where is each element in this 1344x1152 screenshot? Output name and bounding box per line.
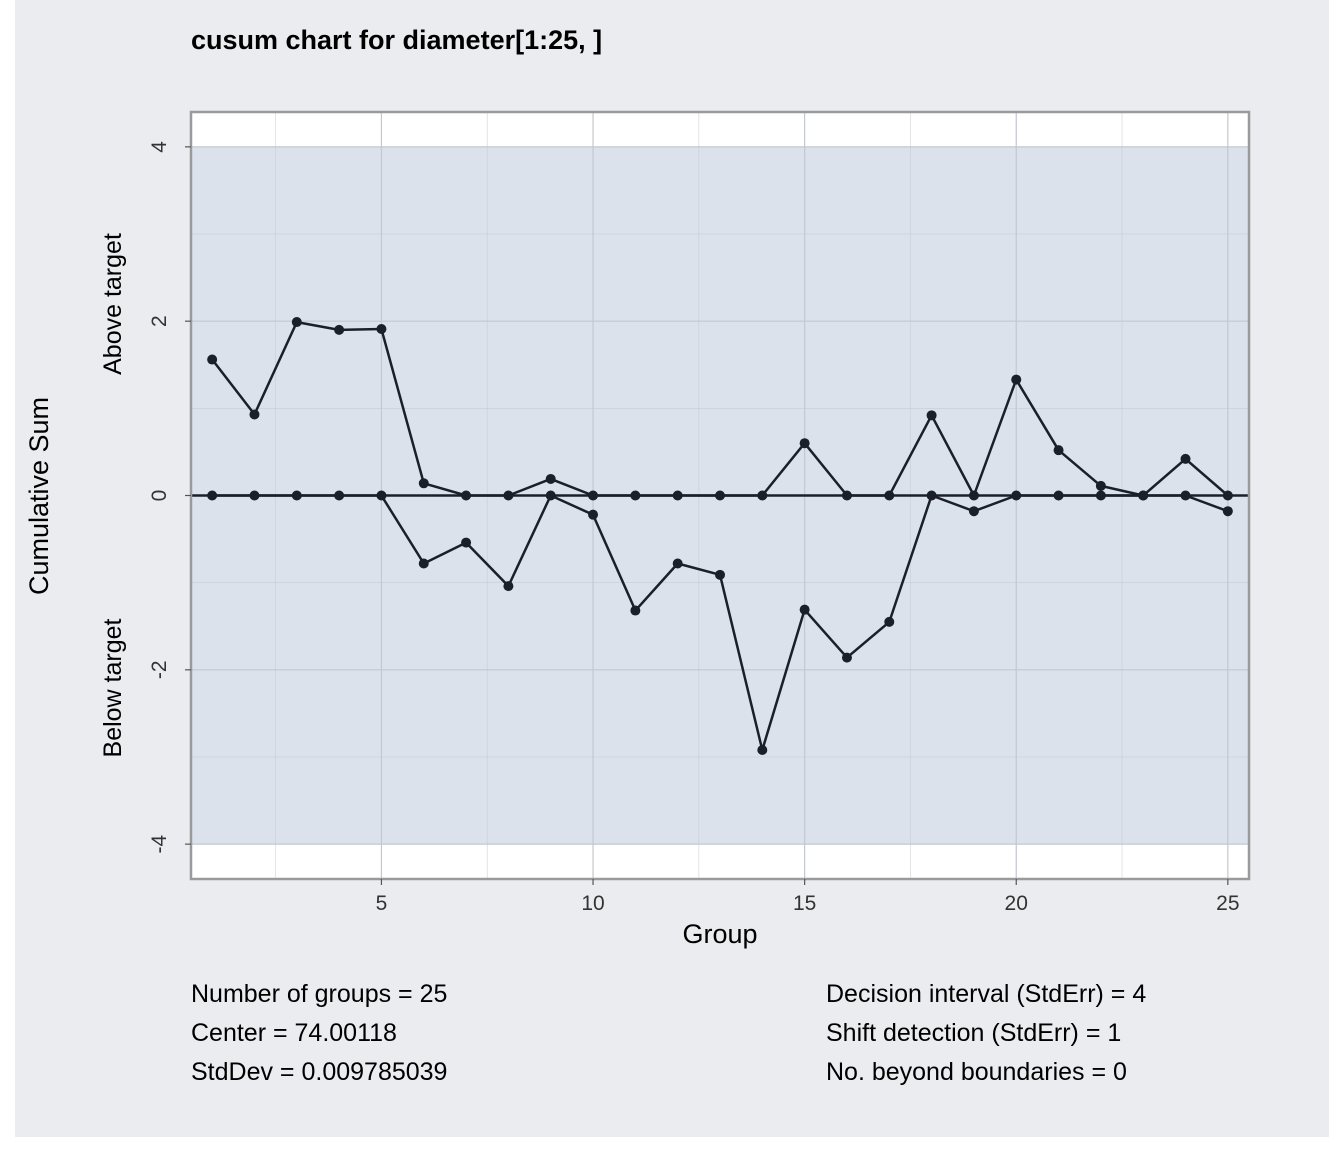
upper-cusum-point bbox=[1095, 480, 1106, 491]
lower-cusum-point bbox=[503, 581, 514, 592]
x-tick-label: 5 bbox=[376, 892, 388, 915]
upper-cusum-point bbox=[588, 490, 599, 501]
upper-cusum-point bbox=[503, 490, 514, 501]
lower-cusum-point bbox=[334, 490, 345, 501]
upper-cusum-point bbox=[968, 490, 979, 501]
stats-right: Decision interval (StdErr) = 4 Shift det… bbox=[826, 975, 1146, 1092]
stat-decision-interval: Decision interval (StdErr) = 4 bbox=[826, 980, 1147, 1008]
stat-center: Center = 74.00118 bbox=[191, 1019, 397, 1047]
upper-cusum-point bbox=[461, 490, 472, 501]
stat-number-of-groups: Number of groups = 25 bbox=[191, 980, 448, 1008]
lower-cusum-point bbox=[588, 509, 599, 520]
upper-cusum-point bbox=[841, 490, 852, 501]
lower-cusum-point bbox=[1053, 490, 1064, 501]
y-tick-label: -4 bbox=[148, 834, 171, 853]
lower-cusum-point bbox=[545, 490, 556, 501]
lower-cusum-point bbox=[207, 490, 218, 501]
lower-cusum-point bbox=[1011, 490, 1022, 501]
lower-cusum-point bbox=[841, 652, 852, 663]
lower-cusum-point bbox=[1095, 490, 1106, 501]
y-tick-label: 2 bbox=[148, 315, 171, 327]
lower-cusum-point bbox=[291, 490, 302, 501]
upper-cusum-point bbox=[1222, 490, 1233, 501]
y-tick-label: 0 bbox=[148, 490, 171, 502]
lower-cusum-point bbox=[1180, 490, 1191, 501]
upper-cusum-point bbox=[418, 478, 429, 489]
stat-shift-detection: Shift detection (StdErr) = 1 bbox=[826, 1019, 1122, 1047]
lower-cusum-point bbox=[672, 558, 683, 569]
upper-cusum-point bbox=[1011, 374, 1022, 385]
lower-cusum-point bbox=[1138, 490, 1149, 501]
upper-cusum-point bbox=[884, 490, 895, 501]
x-axis-label: Group bbox=[682, 919, 757, 949]
upper-cusum-point bbox=[249, 409, 260, 420]
upper-cusum-point bbox=[715, 490, 725, 501]
upper-cusum-point bbox=[757, 490, 768, 501]
x-tick-label: 25 bbox=[1216, 892, 1239, 915]
lower-cusum-point bbox=[757, 745, 768, 756]
upper-cusum-point bbox=[545, 473, 556, 484]
stat-stddev: StdDev = 0.009785039 bbox=[191, 1058, 448, 1086]
lower-cusum-point bbox=[799, 604, 810, 615]
x-tick-label: 20 bbox=[1005, 892, 1028, 915]
x-tick-label: 10 bbox=[581, 892, 604, 915]
lower-cusum-point bbox=[715, 569, 725, 580]
upper-cusum-point bbox=[630, 490, 641, 501]
y-axis-label: Cumulative Sum bbox=[24, 397, 54, 595]
upper-cusum-point bbox=[334, 324, 345, 335]
lower-cusum-point bbox=[968, 506, 979, 517]
upper-cusum-point bbox=[1053, 445, 1064, 456]
upper-cusum-point bbox=[926, 410, 937, 421]
y-axis-label-below: Below target bbox=[99, 618, 127, 757]
lower-cusum-point bbox=[630, 605, 641, 616]
upper-cusum-point bbox=[207, 354, 218, 365]
lower-cusum-point bbox=[376, 490, 387, 501]
upper-cusum-point bbox=[799, 438, 810, 449]
lower-cusum-point bbox=[249, 490, 260, 501]
stats-left: Number of groups = 25 Center = 74.00118 … bbox=[191, 975, 447, 1092]
lower-cusum-point bbox=[884, 616, 895, 627]
upper-cusum-point bbox=[291, 317, 302, 328]
upper-cusum-point bbox=[1180, 453, 1191, 464]
x-tick-label: 15 bbox=[793, 892, 816, 915]
lower-cusum-point bbox=[926, 490, 937, 501]
upper-cusum-point bbox=[376, 324, 387, 335]
y-axis-label-above: Above target bbox=[99, 233, 127, 375]
chart-title: cusum chart for diameter[1:25, ] bbox=[191, 25, 602, 55]
y-tick-label: 4 bbox=[148, 141, 171, 153]
upper-cusum-point bbox=[672, 490, 683, 501]
lower-cusum-point bbox=[418, 558, 429, 569]
lower-cusum-point bbox=[1222, 506, 1233, 517]
lower-cusum-point bbox=[461, 537, 472, 548]
y-tick-label: -2 bbox=[148, 660, 171, 679]
stat-beyond-boundaries: No. beyond boundaries = 0 bbox=[826, 1058, 1127, 1086]
